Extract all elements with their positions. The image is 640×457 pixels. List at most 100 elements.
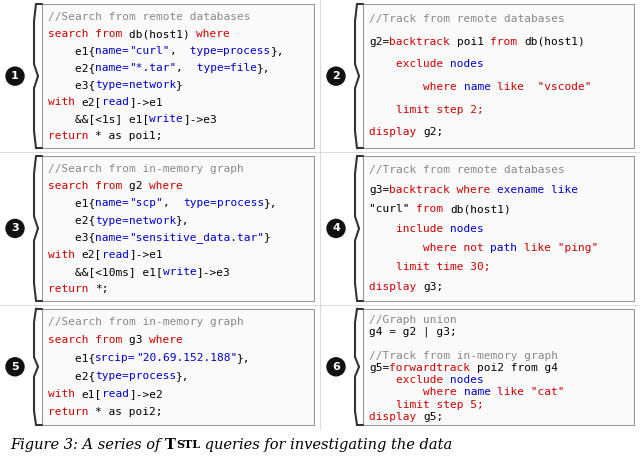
Text: //Graph union: //Graph union (369, 315, 457, 325)
Text: e2{: e2{ (48, 371, 95, 381)
Text: },: }, (264, 198, 278, 208)
Text: e1{: e1{ (48, 46, 95, 56)
Bar (42, 308, 314, 425)
Text: ,: , (170, 46, 183, 56)
Text: nodes: nodes (450, 376, 484, 385)
Text: return: return (48, 407, 95, 417)
Text: backtrack: backtrack (389, 37, 457, 47)
Text: where: where (196, 29, 230, 39)
Circle shape (327, 219, 345, 238)
Text: type=: type= (183, 198, 217, 208)
Text: "scp": "scp" (129, 198, 163, 208)
Text: e1{: e1{ (48, 198, 95, 208)
Text: display: display (369, 412, 423, 421)
Text: process: process (223, 46, 271, 56)
Text: Figure 3: A series of: Figure 3: A series of (10, 438, 165, 452)
Text: nodes: nodes (450, 59, 484, 69)
Text: type=: type= (95, 216, 129, 225)
Text: network: network (129, 216, 176, 225)
Text: display: display (369, 282, 423, 292)
Text: read: read (102, 250, 129, 260)
Text: read: read (102, 389, 129, 399)
Text: ]->e1: ]->e1 (129, 250, 163, 260)
Text: //Search from remote databases: //Search from remote databases (48, 12, 250, 22)
Text: process: process (129, 371, 176, 381)
Text: 3: 3 (11, 223, 19, 234)
Text: where: where (149, 181, 183, 191)
Text: limit step 5;: limit step 5; (396, 399, 484, 409)
Text: forwardtrack: forwardtrack (389, 363, 477, 373)
Text: srcip=: srcip= (95, 353, 136, 363)
Text: search from: search from (48, 181, 129, 191)
Text: db(host1): db(host1) (129, 29, 196, 39)
Text: name=: name= (95, 63, 129, 73)
Text: name: name (463, 388, 497, 398)
Text: backtrack where: backtrack where (389, 185, 497, 195)
Circle shape (6, 219, 24, 238)
Text: from: from (490, 37, 524, 47)
Text: type=: type= (183, 46, 223, 56)
Text: }: } (264, 233, 271, 243)
Bar (363, 156, 634, 301)
Text: where: where (149, 335, 183, 345)
Circle shape (327, 358, 345, 376)
Text: name=: name= (95, 46, 129, 56)
Text: },: }, (176, 216, 189, 225)
Text: db(host1): db(host1) (450, 204, 511, 214)
Text: STL: STL (176, 440, 200, 451)
Text: },: }, (257, 63, 271, 73)
Text: display: display (369, 128, 423, 138)
Text: poi1: poi1 (457, 37, 490, 47)
Text: e3{: e3{ (48, 80, 95, 90)
Text: poi2 from g4: poi2 from g4 (477, 363, 558, 373)
Text: 4: 4 (332, 223, 340, 234)
Bar (42, 156, 314, 301)
Text: write: write (163, 266, 196, 276)
Text: limit time 30;: limit time 30; (396, 262, 490, 272)
Text: ]->e1: ]->e1 (129, 97, 163, 107)
Text: search from: search from (48, 335, 129, 345)
Text: type=: type= (189, 63, 230, 73)
Text: network: network (129, 80, 176, 90)
Text: e2{: e2{ (48, 63, 95, 73)
Text: exename like: exename like (497, 185, 579, 195)
Text: like  "vscode": like "vscode" (497, 82, 592, 92)
Circle shape (6, 67, 24, 85)
Text: 5: 5 (11, 362, 19, 372)
Text: //Search from in-memory graph: //Search from in-memory graph (48, 317, 244, 327)
Text: g2: g2 (129, 181, 149, 191)
Text: e2[: e2[ (82, 250, 102, 260)
Text: g3: g3 (129, 335, 149, 345)
Text: e1{: e1{ (48, 353, 95, 363)
Circle shape (327, 67, 345, 85)
Text: ,: , (163, 198, 183, 208)
Text: 1: 1 (11, 71, 19, 81)
Bar (42, 4, 314, 148)
Text: //Search from in-memory graph: //Search from in-memory graph (48, 165, 244, 175)
Text: g5;: g5; (423, 412, 444, 421)
Text: },: }, (237, 353, 250, 363)
Text: ,: , (176, 63, 189, 73)
Text: "curl": "curl" (129, 46, 170, 56)
Text: like "cat": like "cat" (497, 388, 564, 398)
Text: limit step 2;: limit step 2; (396, 105, 484, 115)
Text: "curl": "curl" (369, 204, 416, 214)
Text: return: return (48, 284, 95, 294)
Circle shape (6, 358, 24, 376)
Text: name=: name= (95, 198, 129, 208)
Text: g5=: g5= (369, 363, 389, 373)
Text: exclude: exclude (396, 376, 450, 385)
Text: process: process (217, 198, 264, 208)
Text: 2: 2 (332, 71, 340, 81)
Text: name=: name= (95, 233, 129, 243)
Text: queries for investigating the data: queries for investigating the data (200, 438, 452, 452)
Text: &&[<10ms] e1[: &&[<10ms] e1[ (48, 266, 163, 276)
Text: read: read (102, 97, 129, 107)
Text: e2[: e2[ (82, 97, 102, 107)
Text: * as poi1;: * as poi1; (95, 131, 163, 141)
Text: db(host1): db(host1) (524, 37, 585, 47)
Text: //Track from remote databases: //Track from remote databases (369, 14, 564, 24)
Text: with: with (48, 389, 82, 399)
Text: ]->e2: ]->e2 (129, 389, 163, 399)
Text: e3{: e3{ (48, 233, 95, 243)
